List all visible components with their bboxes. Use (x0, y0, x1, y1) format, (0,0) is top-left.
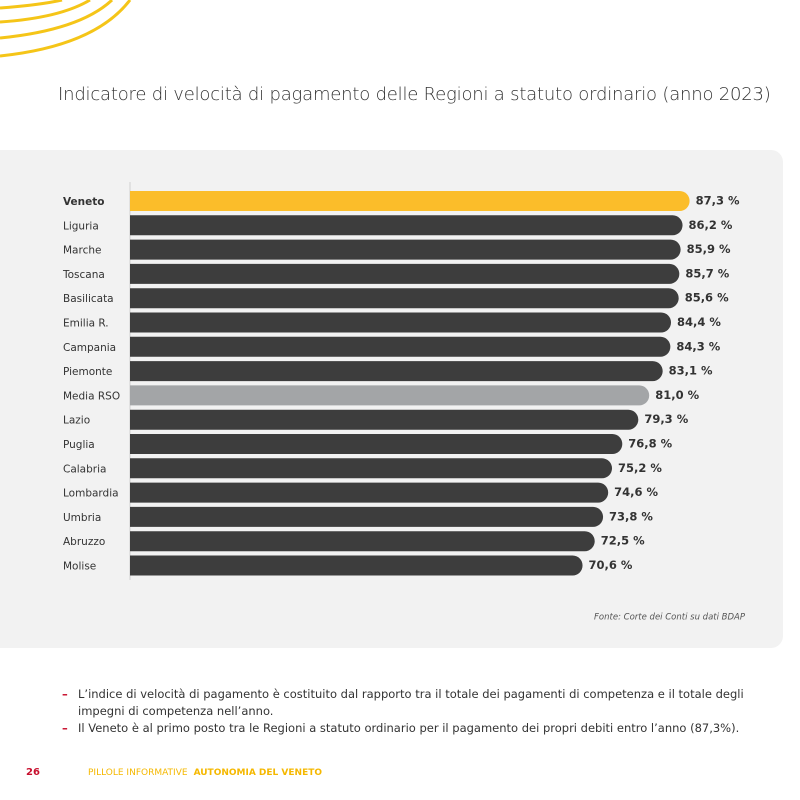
category-label: Marche (63, 245, 101, 257)
category-label: Lombardia (63, 488, 119, 500)
category-label: Emilia R. (63, 318, 109, 330)
value-label: 79,3 % (644, 412, 688, 426)
bar (130, 458, 613, 479)
category-label: Lazio (63, 415, 90, 427)
bar (130, 555, 583, 576)
bar (130, 239, 681, 260)
bar (130, 531, 595, 552)
value-label: 85,9 % (687, 242, 731, 256)
value-label: 76,8 % (628, 437, 672, 451)
value-label: 84,3 % (676, 339, 720, 353)
notes: L’indice di velocità di pagamento è cost… (62, 686, 752, 737)
category-label: Toscana (62, 269, 105, 281)
value-label: 83,1 % (669, 364, 713, 378)
bar (130, 409, 639, 430)
footer: PILLOLE INFORMATIVE AUTONOMIA DEL VENETO (88, 768, 322, 778)
category-label: Media RSO (63, 390, 120, 402)
page-number: 26 (26, 767, 40, 778)
bar (130, 288, 679, 309)
value-label: 72,5 % (601, 534, 645, 548)
footer-section: PILLOLE INFORMATIVE (88, 768, 188, 778)
bar (130, 215, 683, 236)
bar (130, 385, 650, 406)
bar (130, 434, 623, 454)
value-label: 74,6 % (614, 485, 658, 499)
category-label: Puglia (63, 439, 95, 451)
value-label: 75,2 % (618, 461, 662, 475)
value-label: 73,8 % (609, 509, 653, 523)
footer-subtitle: AUTONOMIA DEL VENETO (193, 768, 323, 778)
value-label: 85,6 % (685, 291, 729, 305)
category-label: Campania (63, 342, 116, 354)
value-label: 70,6 % (589, 558, 633, 572)
value-label: 87,3 % (696, 194, 740, 208)
category-label: Piemonte (63, 366, 112, 378)
category-label: Abruzzo (63, 536, 105, 548)
value-label: 85,7 % (685, 266, 729, 280)
bar (130, 263, 680, 284)
category-label: Liguria (63, 220, 99, 232)
note: L’indice di velocità di pagamento è cost… (62, 686, 752, 720)
bar (130, 312, 672, 333)
bar (130, 336, 671, 357)
chart-title: Indicatore di velocità di pagamento dell… (58, 84, 771, 105)
source: Fonte: Corte dei Conti su dati BDAP (594, 613, 746, 623)
chart: Fonte: Corte dei Conti su dati BDAP Vene… (62, 182, 746, 623)
value-label: 81,0 % (655, 388, 699, 402)
category-label: Molise (63, 561, 96, 573)
value-label: 84,4 % (677, 315, 721, 329)
value-label: 86,2 % (689, 218, 733, 232)
bar (130, 191, 690, 211)
category-label: Umbria (63, 512, 101, 524)
bar (130, 506, 604, 527)
category-label: Calabria (63, 463, 106, 475)
category-label: Veneto (63, 196, 105, 208)
note: Il Veneto è al primo posto tra le Region… (62, 720, 752, 737)
category-label: Basilicata (63, 293, 114, 305)
decoration (0, 0, 132, 58)
bar (130, 482, 609, 503)
bar (130, 361, 663, 382)
